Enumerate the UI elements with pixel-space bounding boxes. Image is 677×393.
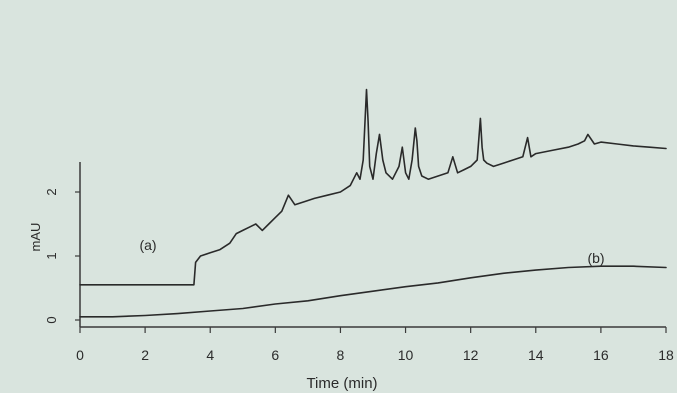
series-lines (79, 88, 667, 318)
x-tick-label: 14 (528, 347, 544, 363)
x-tick-label: 10 (398, 347, 414, 363)
series-a-label: (a) (139, 237, 156, 253)
axes (79, 162, 666, 328)
series-b-label: (b) (587, 250, 604, 266)
y-tick-label: 1 (44, 252, 59, 259)
y-tick-label: 2 (44, 188, 59, 195)
x-tick-label: 2 (141, 347, 149, 363)
x-tick-label: 16 (593, 347, 609, 363)
y-axis-label: mAU (28, 223, 43, 252)
x-tick-label: 18 (658, 347, 674, 363)
x-axis-label: Time (min) (306, 375, 377, 392)
x-tick-label: 4 (206, 347, 214, 363)
series-line-b (79, 265, 667, 318)
series-line-a (79, 88, 667, 286)
x-tick-label: 0 (76, 347, 84, 363)
x-tick-label: 6 (271, 347, 279, 363)
y-tick-label: 0 (44, 316, 59, 323)
x-tick-label: 12 (463, 347, 479, 363)
x-tick-label: 8 (337, 347, 345, 363)
